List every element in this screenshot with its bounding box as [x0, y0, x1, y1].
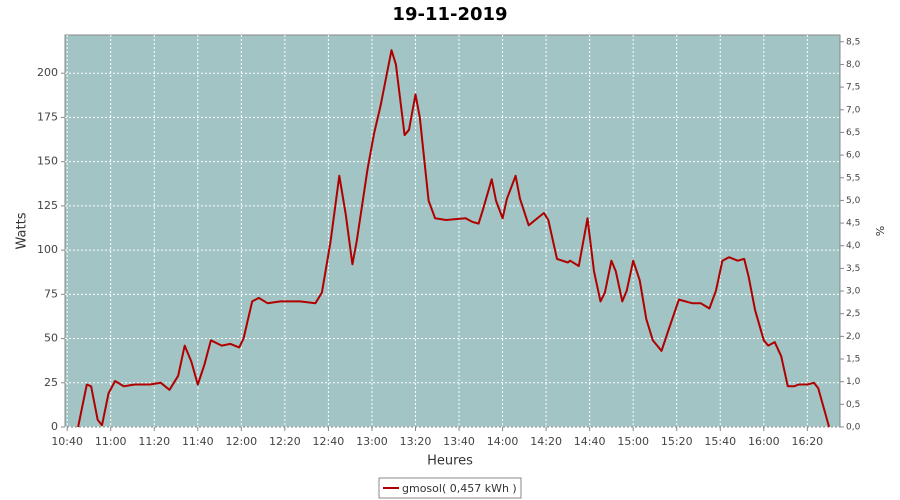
y-tick-label: 150	[37, 155, 58, 168]
y-tick-label: 100	[37, 243, 58, 256]
y-tick-label: 125	[37, 199, 58, 212]
y2-tick-label: 0,5	[846, 400, 860, 410]
y2-tick-label: 4,5	[846, 219, 860, 229]
x-tick-label: 16:20	[791, 435, 823, 448]
x-tick-label: 12:20	[269, 435, 301, 448]
x-axis-label: Heures	[427, 454, 473, 469]
x-tick-label: 10:40	[51, 435, 83, 448]
y-tick-label: 175	[37, 110, 58, 123]
y2-tick-label: 3,0	[846, 287, 861, 297]
x-tick-label: 16:00	[748, 435, 780, 448]
y2-tick-label: 7,5	[846, 83, 860, 93]
x-tick-label: 15:00	[617, 435, 649, 448]
data-line	[77, 49, 831, 428]
x-tick-label: 12:40	[313, 435, 345, 448]
y2-tick-label: 7,0	[846, 105, 861, 115]
y-tick-label: 25	[44, 376, 58, 389]
legend-label: gmosol( 0,457 kWh )	[402, 482, 517, 495]
y2-tick-label: 8,0	[846, 60, 861, 70]
x-tick-label: 13:40	[443, 435, 475, 448]
y2-tick-label: 1,5	[846, 355, 860, 365]
plot-background	[64, 34, 841, 428]
chart-title: 19-11-2019	[392, 4, 507, 25]
y-axis-label: Watts	[15, 212, 30, 249]
x-tick-label: 12:00	[225, 435, 257, 448]
x-tick-label: 11:00	[95, 435, 127, 448]
y2-tick-label: 5,0	[846, 196, 861, 206]
y2-tick-label: 2,0	[846, 332, 861, 342]
y-tick-label: 200	[37, 66, 58, 79]
y2-tick-label: 4,0	[846, 241, 861, 251]
y2-tick-label: 0,0	[846, 423, 861, 433]
x-tick-label: 14:40	[574, 435, 606, 448]
legend-box	[378, 477, 522, 499]
x-tick-label: 15:40	[704, 435, 736, 448]
x-tick-label: 15:20	[661, 435, 693, 448]
y2-tick-label: 6,0	[846, 151, 861, 161]
y2-tick-label: 3,5	[846, 264, 860, 274]
y2-tick-label: 1,0	[846, 377, 861, 387]
x-tick-label: 13:00	[356, 435, 388, 448]
y-tick-label: 0	[51, 420, 58, 433]
y2-tick-label: 8,5	[846, 37, 860, 47]
y2-tick-label: 5,5	[846, 173, 860, 183]
x-tick-label: 11:40	[182, 435, 214, 448]
y2-tick-label: 6,5	[846, 128, 860, 138]
x-tick-label: 13:20	[400, 435, 432, 448]
y2-axis-label: %	[874, 226, 887, 236]
y-tick-label: 50	[44, 332, 58, 345]
x-tick-label: 14:20	[530, 435, 562, 448]
y2-tick-label: 2,5	[846, 309, 860, 319]
x-tick-label: 11:20	[138, 435, 170, 448]
x-tick-label: 14:00	[487, 435, 519, 448]
y-tick-label: 75	[44, 287, 58, 300]
